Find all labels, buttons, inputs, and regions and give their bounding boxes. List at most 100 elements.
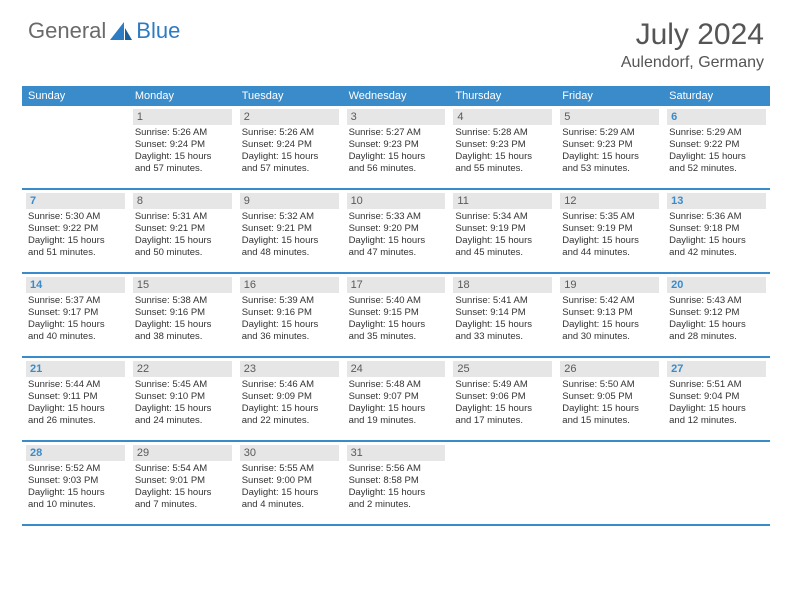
- day-cell: 10Sunrise: 5:33 AMSunset: 9:20 PMDayligh…: [343, 190, 450, 272]
- day-info-line: Sunset: 9:06 PM: [453, 391, 552, 403]
- day-info-line: Daylight: 15 hours: [453, 403, 552, 415]
- day-info-line: Sunrise: 5:40 AM: [347, 295, 446, 307]
- day-number: 5: [560, 109, 659, 125]
- day-cell: 22Sunrise: 5:45 AMSunset: 9:10 PMDayligh…: [129, 358, 236, 440]
- day-number: 6: [667, 109, 766, 125]
- day-info-line: Daylight: 15 hours: [240, 319, 339, 331]
- week-row: 14Sunrise: 5:37 AMSunset: 9:17 PMDayligh…: [22, 274, 770, 358]
- weeks-container: 1Sunrise: 5:26 AMSunset: 9:24 PMDaylight…: [22, 106, 770, 526]
- day-info-line: Sunrise: 5:38 AM: [133, 295, 232, 307]
- day-info-line: Sunset: 9:19 PM: [560, 223, 659, 235]
- day-info-line: Daylight: 15 hours: [560, 403, 659, 415]
- day-cell: 8Sunrise: 5:31 AMSunset: 9:21 PMDaylight…: [129, 190, 236, 272]
- day-header: Wednesday: [343, 86, 450, 106]
- day-info-line: and 53 minutes.: [560, 163, 659, 175]
- day-info-line: and 51 minutes.: [26, 247, 125, 259]
- day-cell: 15Sunrise: 5:38 AMSunset: 9:16 PMDayligh…: [129, 274, 236, 356]
- day-info-line: Sunset: 9:24 PM: [133, 139, 232, 151]
- day-info-line: and 57 minutes.: [240, 163, 339, 175]
- day-info-line: Sunrise: 5:33 AM: [347, 211, 446, 223]
- day-cell: 12 Sunrise: 5:35 AMSunset: 9:19 PMDayligh…: [556, 190, 663, 272]
- day-cell: 7Sunrise: 5:30 AMSunset: 9:22 PMDaylight…: [22, 190, 129, 272]
- day-info-line: and 28 minutes.: [667, 331, 766, 343]
- day-info-line: Sunset: 9:15 PM: [347, 307, 446, 319]
- day-number: 17: [347, 277, 446, 293]
- day-info-line: Sunrise: 5:52 AM: [26, 463, 125, 475]
- day-header: Tuesday: [236, 86, 343, 106]
- day-cell: 1Sunrise: 5:26 AMSunset: 9:24 PMDaylight…: [129, 106, 236, 188]
- day-cell: 16Sunrise: 5:39 AMSunset: 9:16 PMDayligh…: [236, 274, 343, 356]
- day-info-line: Sunrise: 5:56 AM: [347, 463, 446, 475]
- week-row: 1Sunrise: 5:26 AMSunset: 9:24 PMDaylight…: [22, 106, 770, 190]
- day-info-line: Daylight: 15 hours: [347, 319, 446, 331]
- day-info-line: Sunrise: 5:29 AM: [560, 127, 659, 139]
- day-info-line: and 35 minutes.: [347, 331, 446, 343]
- day-number: 2: [240, 109, 339, 125]
- day-info-line: and 36 minutes.: [240, 331, 339, 343]
- day-info-line: and 30 minutes.: [560, 331, 659, 343]
- day-info-line: Sunrise: 5:42 AM: [560, 295, 659, 307]
- day-cell: 21Sunrise: 5:44 AMSunset: 9:11 PMDayligh…: [22, 358, 129, 440]
- day-cell: 11 Sunrise: 5:34 AMSunset: 9:19 PMDayligh…: [449, 190, 556, 272]
- day-info-line: and 40 minutes.: [26, 331, 125, 343]
- day-info-line: Sunrise: 5:45 AM: [133, 379, 232, 391]
- day-number: 12: [560, 193, 659, 209]
- day-cell: 20Sunrise: 5:43 AMSunset: 9:12 PMDayligh…: [663, 274, 770, 356]
- day-cell: 9Sunrise: 5:32 AMSunset: 9:21 PMDaylight…: [236, 190, 343, 272]
- day-info-line: Sunset: 9:03 PM: [26, 475, 125, 487]
- day-header: Thursday: [449, 86, 556, 106]
- day-cell: 24Sunrise: 5:48 AMSunset: 9:07 PMDayligh…: [343, 358, 450, 440]
- day-info-line: Sunrise: 5:35 AM: [560, 211, 659, 223]
- day-number: 24: [347, 361, 446, 377]
- day-info-line: and 42 minutes.: [667, 247, 766, 259]
- day-info-line: Sunset: 9:00 PM: [240, 475, 339, 487]
- day-info-line: Sunset: 9:23 PM: [560, 139, 659, 151]
- day-info-line: Sunset: 9:21 PM: [240, 223, 339, 235]
- day-number: 18: [453, 277, 552, 293]
- day-info-line: Sunset: 9:20 PM: [347, 223, 446, 235]
- day-number: 9: [240, 193, 339, 209]
- day-info-line: Daylight: 15 hours: [240, 151, 339, 163]
- day-number: 15: [133, 277, 232, 293]
- day-info-line: and 47 minutes.: [347, 247, 446, 259]
- day-number: 22: [133, 361, 232, 377]
- day-info-line: Sunset: 9:05 PM: [560, 391, 659, 403]
- logo-text-blue: Blue: [136, 18, 180, 44]
- day-info-line: and 48 minutes.: [240, 247, 339, 259]
- day-info-line: Sunset: 9:17 PM: [26, 307, 125, 319]
- calendar: SundayMondayTuesdayWednesdayThursdayFrid…: [22, 86, 770, 526]
- day-number: 20: [667, 277, 766, 293]
- day-header: Monday: [129, 86, 236, 106]
- day-number: 7: [26, 193, 125, 209]
- day-number: 11: [453, 193, 552, 209]
- day-info-line: and 38 minutes.: [133, 331, 232, 343]
- day-info-line: Daylight: 15 hours: [26, 403, 125, 415]
- day-cell: 3Sunrise: 5:27 AMSunset: 9:23 PMDaylight…: [343, 106, 450, 188]
- day-info-line: and 57 minutes.: [133, 163, 232, 175]
- day-info-line: Sunrise: 5:30 AM: [26, 211, 125, 223]
- day-info-line: Daylight: 15 hours: [560, 235, 659, 247]
- day-header: Sunday: [22, 86, 129, 106]
- day-info-line: Sunrise: 5:37 AM: [26, 295, 125, 307]
- day-cell: 28Sunrise: 5:52 AMSunset: 9:03 PMDayligh…: [22, 442, 129, 524]
- day-info-line: and 26 minutes.: [26, 415, 125, 427]
- day-number: 25: [453, 361, 552, 377]
- day-info-line: Sunset: 9:19 PM: [453, 223, 552, 235]
- day-info-line: Sunrise: 5:39 AM: [240, 295, 339, 307]
- day-info-line: Sunset: 9:23 PM: [453, 139, 552, 151]
- day-cell: 2Sunrise: 5:26 AMSunset: 9:24 PMDaylight…: [236, 106, 343, 188]
- day-info-line: Daylight: 15 hours: [560, 151, 659, 163]
- day-info-line: Sunrise: 5:54 AM: [133, 463, 232, 475]
- day-info-line: and 52 minutes.: [667, 163, 766, 175]
- page-header: General Blue July 2024 Aulendorf, German…: [0, 0, 792, 80]
- day-cell: 18Sunrise: 5:41 AMSunset: 9:14 PMDayligh…: [449, 274, 556, 356]
- day-info-line: and 55 minutes.: [453, 163, 552, 175]
- day-info-line: and 7 minutes.: [133, 499, 232, 511]
- day-info-line: Sunrise: 5:34 AM: [453, 211, 552, 223]
- day-info-line: and 24 minutes.: [133, 415, 232, 427]
- day-info-line: Sunset: 9:21 PM: [133, 223, 232, 235]
- day-info-line: Daylight: 15 hours: [453, 235, 552, 247]
- day-info-line: Sunset: 9:09 PM: [240, 391, 339, 403]
- logo: General Blue: [28, 18, 180, 44]
- day-info-line: Sunrise: 5:36 AM: [667, 211, 766, 223]
